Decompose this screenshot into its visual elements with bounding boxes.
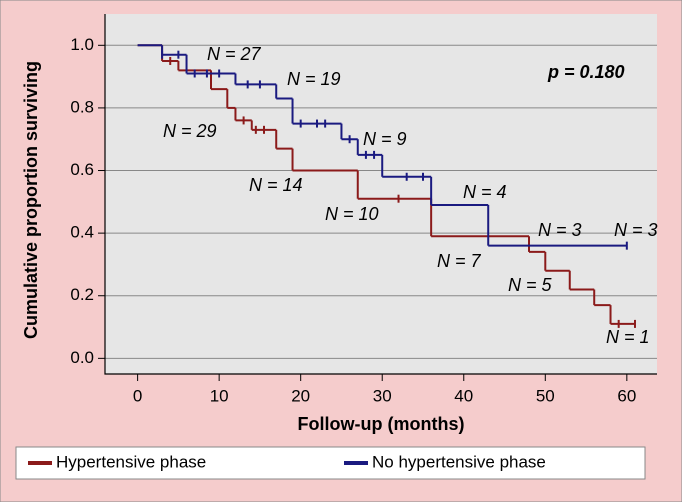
n-at-risk: N = 14	[249, 175, 303, 195]
n-at-risk: N = 29	[163, 121, 217, 141]
n-at-risk: N = 19	[287, 69, 341, 89]
n-at-risk: N = 5	[508, 275, 553, 295]
n-at-risk: N = 1	[606, 327, 650, 347]
y-tick-label: 0.0	[70, 348, 94, 367]
n-at-risk: N = 10	[325, 204, 379, 224]
p-value: p = 0.180	[547, 62, 625, 82]
y-tick-label: 0.4	[70, 223, 94, 242]
n-at-risk: N = 3	[614, 220, 658, 240]
x-tick-label: 10	[210, 386, 229, 405]
legend-label: Hypertensive phase	[56, 452, 206, 471]
y-axis-title: Cumulative proportion surviving	[21, 61, 41, 339]
x-tick-label: 0	[133, 386, 142, 405]
n-at-risk: N = 27	[207, 44, 262, 64]
x-axis-title: Follow-up (months)	[298, 414, 465, 434]
x-tick-label: 40	[454, 386, 473, 405]
n-at-risk: N = 9	[363, 129, 407, 149]
y-tick-label: 0.2	[70, 285, 94, 304]
x-tick-label: 50	[536, 386, 555, 405]
legend	[15, 446, 646, 480]
legend-label: No hypertensive phase	[372, 452, 546, 471]
y-tick-label: 1.0	[70, 35, 94, 54]
y-tick-label: 0.6	[70, 160, 94, 179]
n-at-risk: N = 3	[538, 220, 582, 240]
n-at-risk: N = 4	[463, 182, 507, 202]
x-tick-label: 30	[373, 386, 392, 405]
y-tick-label: 0.8	[70, 97, 94, 116]
x-tick-label: 60	[617, 386, 636, 405]
x-tick-label: 20	[291, 386, 310, 405]
axes	[104, 14, 657, 375]
n-at-risk: N = 7	[437, 251, 482, 271]
